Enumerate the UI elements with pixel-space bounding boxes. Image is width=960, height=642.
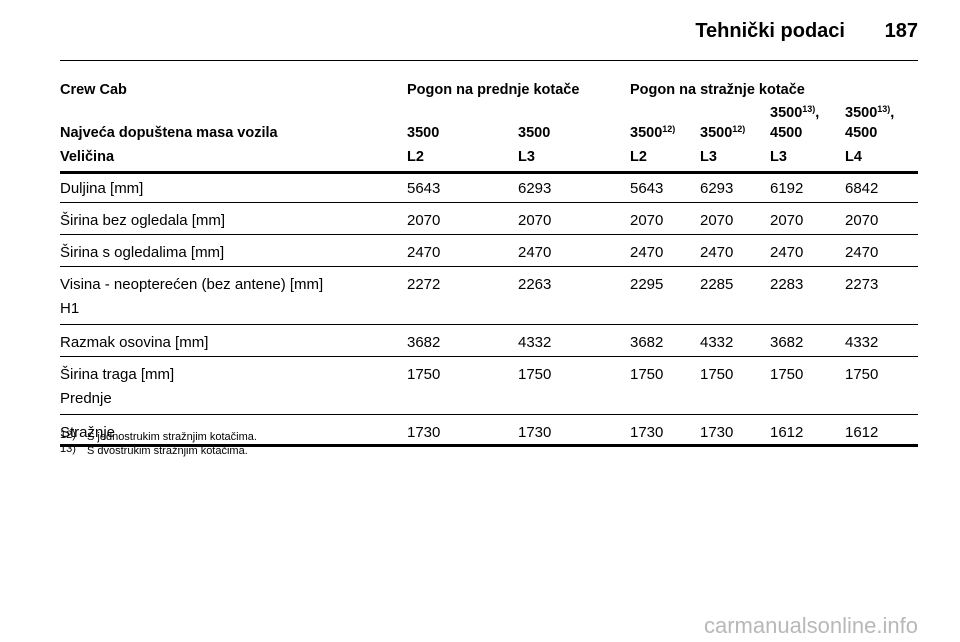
cell-value: 2285: [700, 276, 734, 293]
cell-value: 2470: [407, 244, 441, 261]
footnote-mark: 13): [60, 443, 76, 455]
cell-value: 6192: [770, 180, 804, 197]
header-label: Crew Cab: [60, 82, 127, 98]
cell-value: 2470: [518, 244, 552, 261]
cell-value: 1750: [700, 366, 734, 383]
mass-cell: 350012): [700, 124, 746, 141]
cell-value: 2070: [518, 212, 552, 229]
cell-value: 2070: [407, 212, 441, 229]
mass-cell: 3500: [407, 126, 439, 141]
rule: [60, 356, 918, 357]
size-cell: L3: [518, 149, 535, 165]
cell-value: 1750: [630, 366, 664, 383]
row-label: Širina bez ogledala [mm]: [60, 212, 226, 229]
size-cell: L2: [407, 149, 424, 165]
cell-value: 2070: [700, 212, 734, 229]
cell-value: 2070: [630, 212, 664, 229]
footnote-ref: 12): [662, 124, 676, 134]
cell-value: 1730: [700, 424, 734, 441]
cell-value: 3682: [407, 334, 441, 351]
row-label: Prednje: [60, 390, 112, 407]
mass-value: 4500: [770, 125, 803, 141]
cell-value: 2470: [700, 244, 734, 261]
cell-value: 2273: [845, 276, 879, 293]
cell-value: 1750: [518, 366, 552, 383]
group-header: Pogon na prednje kotače: [407, 82, 580, 98]
cell-value: 1730: [407, 424, 441, 441]
page-number: 187: [884, 20, 918, 42]
size-cell: L2: [630, 149, 647, 165]
cell-value: 2295: [630, 276, 664, 293]
cell-value: 6293: [518, 180, 552, 197]
mass-value: 3500: [518, 125, 551, 141]
mass-value: 3500: [770, 105, 803, 121]
cell-value: 4332: [845, 334, 879, 351]
row-label: H1: [60, 300, 80, 317]
rule: [60, 266, 918, 267]
cell-value: 5643: [407, 180, 441, 197]
row-label: Širina s ogledalima [mm]: [60, 244, 225, 261]
mass-cell: 350012): [630, 124, 676, 141]
cell-value: 1750: [845, 366, 879, 383]
cell-value: 2470: [630, 244, 664, 261]
rule: [60, 414, 918, 415]
rule: [60, 60, 918, 61]
footnote-mark: 12): [60, 429, 76, 441]
header-label: Najveća dopuštena masa vozila: [60, 125, 278, 141]
size-cell: L3: [700, 149, 717, 165]
cell-value: 1612: [770, 424, 804, 441]
mass-value: 3500: [845, 105, 878, 121]
header-title: Tehnički podaci: [695, 20, 845, 42]
row-label: Visina - neopterećen (bez antene) [mm]: [60, 276, 324, 293]
mass-cell: 350013),: [770, 104, 820, 121]
cell-value: 2272: [407, 276, 441, 293]
cell-value: 6842: [845, 180, 879, 197]
cell-value: 4332: [700, 334, 734, 351]
row-label: Razmak osovina [mm]: [60, 334, 209, 351]
rule: [60, 324, 918, 325]
rule: [60, 444, 918, 447]
cell-value: 2070: [845, 212, 879, 229]
cell-value: 1612: [845, 424, 879, 441]
footnote-ref: 13): [802, 104, 816, 114]
footnote-ref: 12): [732, 124, 746, 134]
mass-cell: 350013),: [845, 104, 895, 121]
rule: [60, 234, 918, 235]
rule: [60, 171, 918, 174]
size-cell: L3: [770, 149, 787, 165]
separator: ,: [815, 105, 820, 121]
mass-value: 4500: [845, 125, 878, 141]
cell-value: 2070: [770, 212, 804, 229]
cell-value: 2470: [770, 244, 804, 261]
row-label: Širina traga [mm]: [60, 366, 175, 383]
group-header: Pogon na stražnje kotače: [630, 82, 805, 98]
cell-value: 6293: [700, 180, 734, 197]
mass-value: 3500: [700, 125, 733, 141]
cell-value: 1750: [407, 366, 441, 383]
row-label: Stražnje: [60, 424, 116, 441]
footnote-ref: 13): [877, 104, 891, 114]
cell-value: 2470: [845, 244, 879, 261]
cell-value: 2263: [518, 276, 552, 293]
separator: ,: [890, 105, 895, 121]
cell-value: 1750: [770, 366, 804, 383]
footnote-text: S jednostrukim stražnjim kotačima.: [87, 431, 257, 443]
cell-value: 3682: [770, 334, 804, 351]
watermark: carmanualsonline.info: [703, 613, 918, 638]
footnote-text: S dvostrukim stražnjim kotačima.: [87, 445, 248, 457]
cell-value: 2283: [770, 276, 804, 293]
row-label: Duljina [mm]: [60, 180, 144, 197]
cell-value: 1730: [630, 424, 664, 441]
mass-value: 3500: [630, 125, 663, 141]
mass-value: 3500: [407, 125, 440, 141]
header-label: Veličina: [60, 149, 115, 165]
cell-value: 5643: [630, 180, 664, 197]
cell-value: 1730: [518, 424, 552, 441]
rule: [60, 202, 918, 203]
cell-value: 4332: [518, 334, 552, 351]
cell-value: 3682: [630, 334, 664, 351]
size-cell: L4: [845, 149, 862, 165]
mass-cell: 3500: [518, 126, 550, 141]
